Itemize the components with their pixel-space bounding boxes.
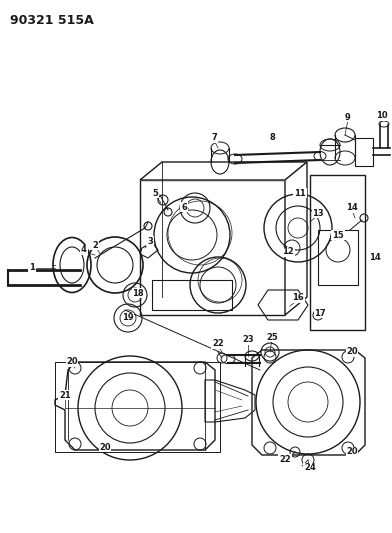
- Bar: [318, 230, 358, 285]
- Text: 14: 14: [369, 254, 381, 262]
- Text: 6: 6: [181, 203, 187, 212]
- Text: 5: 5: [152, 189, 158, 198]
- Polygon shape: [285, 162, 307, 315]
- Text: 18: 18: [132, 288, 144, 297]
- Text: 1: 1: [29, 263, 35, 272]
- Text: 3: 3: [147, 237, 153, 246]
- Text: 7: 7: [211, 133, 217, 142]
- Text: 21: 21: [59, 391, 71, 400]
- Text: 20: 20: [346, 448, 358, 456]
- Text: 15: 15: [332, 230, 344, 239]
- Text: 24: 24: [304, 464, 316, 472]
- Text: 20: 20: [66, 358, 78, 367]
- Text: 20: 20: [346, 348, 358, 357]
- Text: 13: 13: [312, 208, 324, 217]
- Text: 23: 23: [242, 335, 254, 344]
- Text: 12: 12: [282, 247, 294, 256]
- Text: 17: 17: [314, 309, 326, 318]
- Text: 20: 20: [99, 442, 111, 451]
- Text: 90321 515A: 90321 515A: [10, 14, 94, 27]
- Text: 14: 14: [346, 204, 358, 213]
- Text: 22: 22: [212, 340, 224, 349]
- Text: 8: 8: [269, 133, 275, 142]
- Text: 16: 16: [292, 294, 304, 303]
- Text: 11: 11: [294, 189, 306, 198]
- Bar: [310, 175, 365, 330]
- Text: 4: 4: [81, 246, 87, 254]
- Text: 9: 9: [345, 112, 351, 122]
- Bar: [152, 280, 232, 310]
- Text: 19: 19: [122, 313, 134, 322]
- Text: 25: 25: [266, 333, 278, 342]
- Polygon shape: [140, 162, 307, 180]
- Text: 10: 10: [376, 111, 388, 120]
- Text: 22: 22: [279, 455, 291, 464]
- Bar: [355, 138, 373, 166]
- Bar: [140, 180, 285, 315]
- Text: 2: 2: [92, 240, 98, 249]
- Bar: [55, 362, 220, 452]
